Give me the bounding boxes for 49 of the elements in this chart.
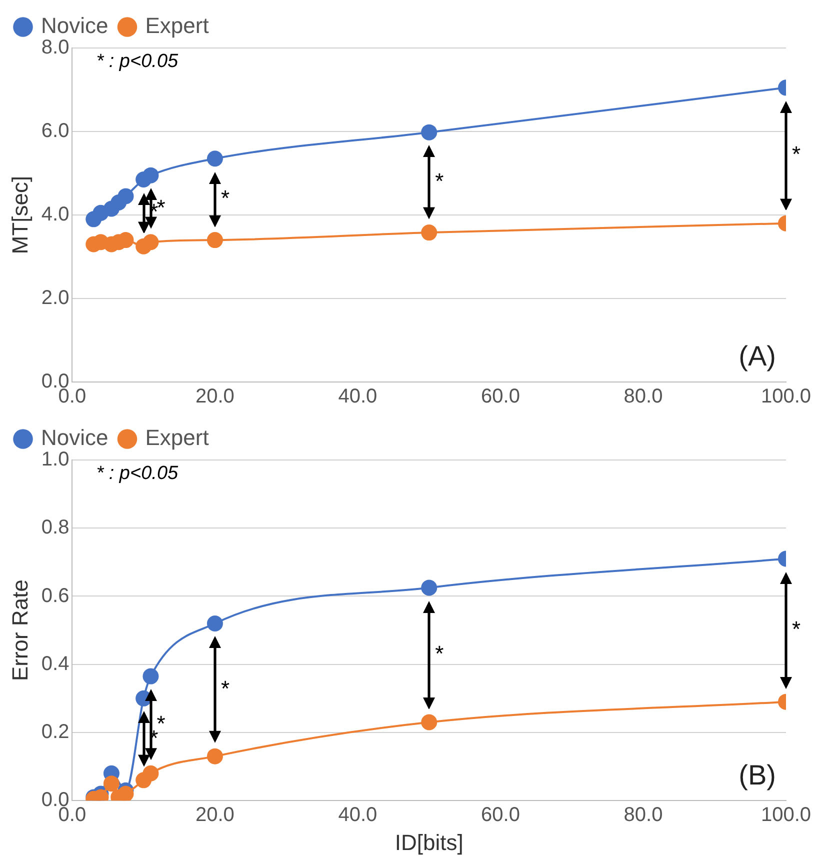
x-axis-title: ID[bits]	[394, 830, 464, 855]
point	[142, 167, 159, 184]
annotation: *	[435, 168, 444, 194]
x-tick-label: 20.0	[195, 804, 234, 826]
y-tick-label: 2.0	[41, 287, 70, 310]
point	[118, 188, 134, 204]
annotation: *	[220, 185, 230, 210]
annotation: *	[220, 676, 230, 701]
point	[118, 786, 134, 801]
point	[206, 150, 223, 167]
x-tick-label: 80.0	[624, 386, 663, 408]
y-tick-label: 8.0	[41, 36, 70, 59]
x-tick-label: 40.0	[338, 386, 378, 408]
legend-label: Expert	[145, 425, 209, 450]
y-axis-title: MT[sec]	[7, 176, 32, 254]
annotation: (B)	[738, 759, 776, 790]
annotation: * : p<0.05	[96, 50, 179, 72]
y-axis-title: Error Rate	[7, 580, 32, 682]
x-tick-label: 40.0	[338, 804, 378, 826]
x-tick-label: 100.0	[760, 804, 812, 826]
point	[142, 234, 159, 250]
x-tick-label: 80.0	[624, 804, 663, 826]
annotation: * : p<0.05	[96, 462, 179, 484]
x-tick-label: 100.0	[760, 386, 812, 408]
y-tick-label: 4.0	[41, 204, 70, 226]
legend-label: Expert	[145, 13, 209, 38]
annotation: (A)	[738, 340, 776, 372]
y-tick-label: 0.8	[41, 516, 70, 539]
text: *	[792, 616, 801, 642]
y-tick-label: 0.4	[41, 652, 70, 675]
legend-label: Novice	[41, 13, 108, 38]
point	[142, 668, 159, 684]
annotation: *	[435, 641, 444, 666]
point	[103, 776, 120, 792]
text: *	[792, 142, 801, 167]
legend-label: Novice	[41, 425, 108, 450]
x-tick-label: 60.0	[481, 386, 520, 408]
point	[206, 748, 223, 764]
x-tick-label: 20.0	[195, 386, 234, 408]
point	[206, 615, 223, 632]
annotation: *	[156, 194, 166, 220]
y-tick-label: 0.6	[41, 584, 70, 607]
x-tick-label: 60.0	[481, 804, 520, 826]
y-tick-label: 1.0	[41, 448, 70, 471]
point	[206, 232, 223, 248]
y-tick-label: 6.0	[41, 120, 70, 142]
annotation: *	[156, 710, 166, 736]
point	[142, 765, 159, 782]
y-tick-label: 0.2	[41, 720, 70, 743]
